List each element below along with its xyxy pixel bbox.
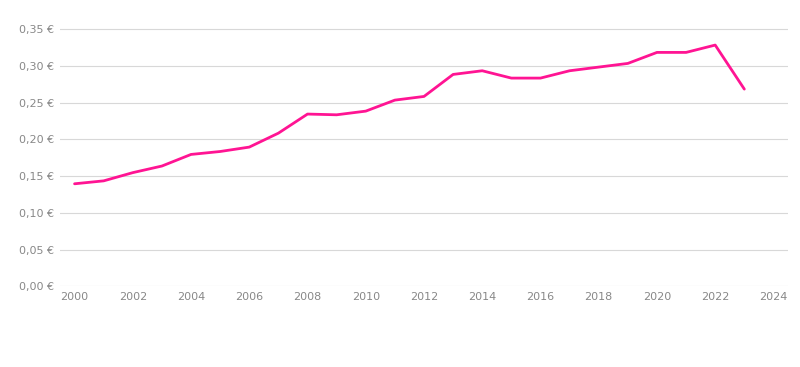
Strompreis in ¢ Cent pro kWh — [623, 61, 633, 66]
Strompreis in ¢ Cent pro kWh — [332, 113, 342, 117]
Strompreis in ¢ Cent pro kWh — [245, 145, 254, 149]
Strompreis in ¢ Cent pro kWh — [128, 170, 138, 175]
Strompreis in ¢ Cent pro kWh — [274, 131, 283, 135]
Strompreis in ¢ Cent pro kWh — [682, 50, 691, 55]
Line: Strompreis in ¢ Cent pro kWh: Strompreis in ¢ Cent pro kWh — [74, 45, 744, 184]
Strompreis in ¢ Cent pro kWh — [361, 109, 370, 113]
Strompreis in ¢ Cent pro kWh — [710, 43, 720, 47]
Strompreis in ¢ Cent pro kWh — [448, 72, 458, 77]
Strompreis in ¢ Cent pro kWh — [478, 69, 487, 73]
Strompreis in ¢ Cent pro kWh — [99, 179, 109, 183]
Strompreis in ¢ Cent pro kWh — [390, 98, 400, 102]
Strompreis in ¢ Cent pro kWh — [302, 112, 312, 116]
Strompreis in ¢ Cent pro kWh — [506, 76, 516, 80]
Strompreis in ¢ Cent pro kWh — [652, 50, 662, 55]
Strompreis in ¢ Cent pro kWh — [419, 94, 429, 99]
Strompreis in ¢ Cent pro kWh — [157, 164, 166, 168]
Strompreis in ¢ Cent pro kWh — [565, 69, 574, 73]
Strompreis in ¢ Cent pro kWh — [594, 65, 603, 69]
Strompreis in ¢ Cent pro kWh — [215, 149, 225, 154]
Strompreis in ¢ Cent pro kWh — [186, 152, 196, 157]
Strompreis in ¢ Cent pro kWh — [536, 76, 546, 80]
Strompreis in ¢ Cent pro kWh — [70, 182, 79, 186]
Strompreis in ¢ Cent pro kWh — [739, 87, 749, 91]
